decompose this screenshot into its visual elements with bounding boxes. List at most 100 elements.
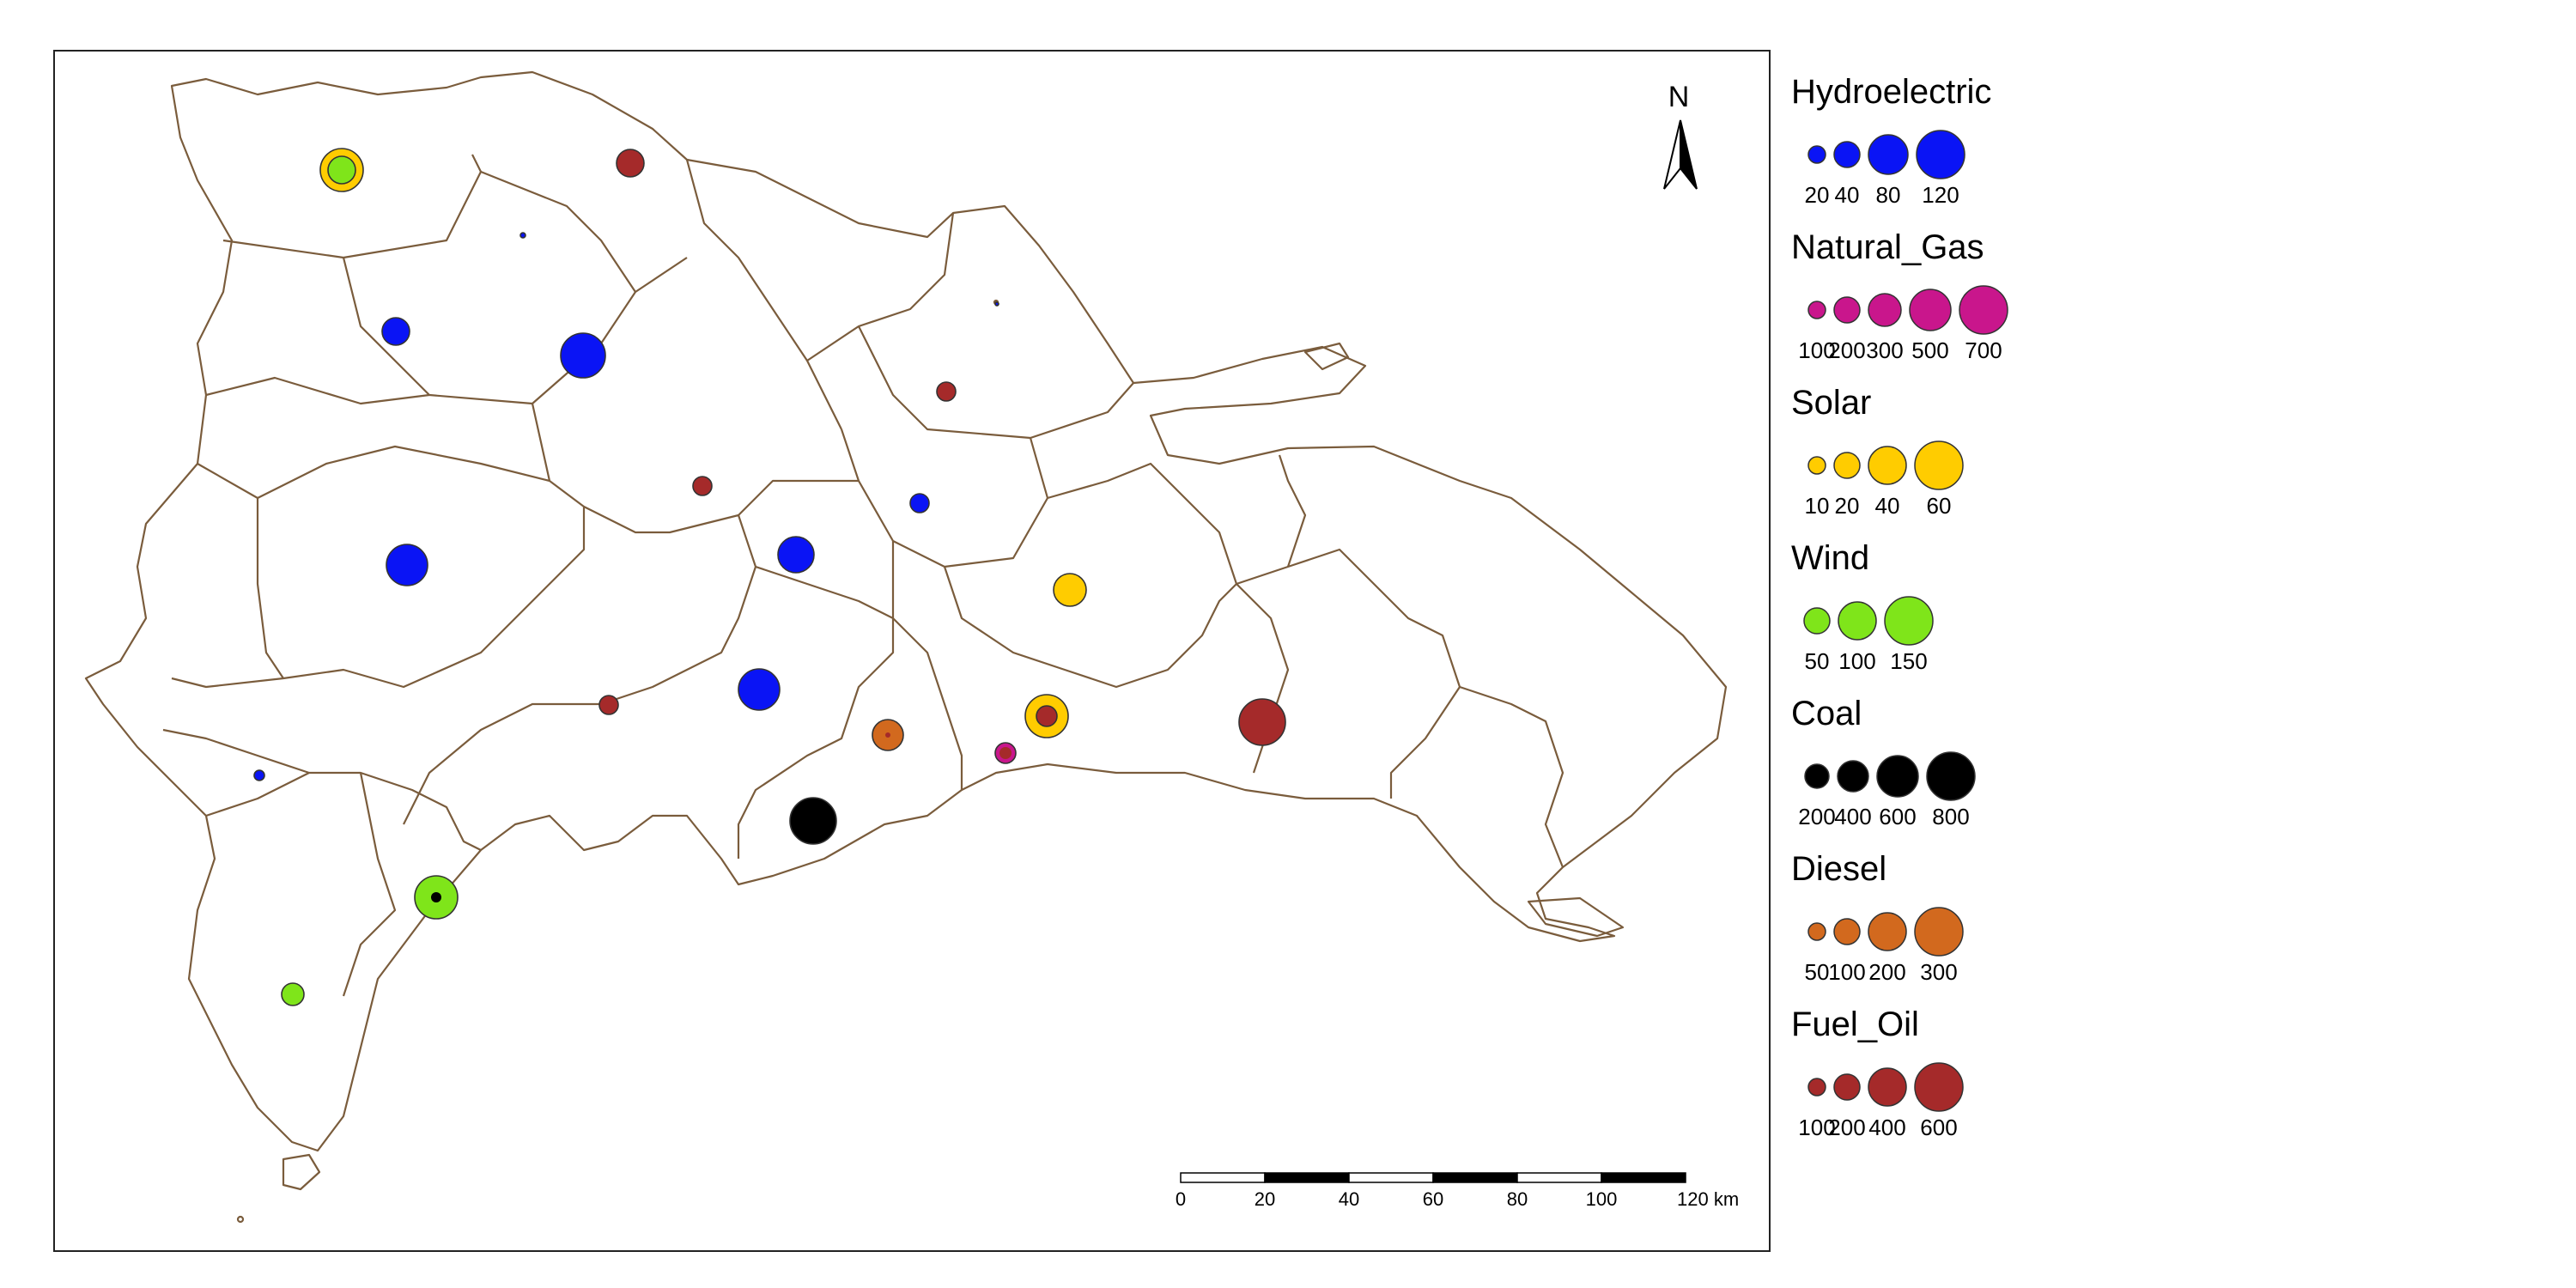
province-line	[685, 159, 842, 430]
legend-symbol	[1803, 607, 1831, 635]
legend-label: 150	[1890, 648, 1927, 674]
legend-symbol	[1833, 918, 1861, 945]
hydroelectric-plant-marker[interactable]	[519, 232, 526, 239]
legend-symbol	[1926, 751, 1976, 801]
legend-title-hydroelectric: Hydroelectric	[1791, 73, 1991, 111]
legend-label: 300	[1920, 959, 1957, 985]
fuel-oil-plant-marker[interactable]	[999, 747, 1012, 759]
legend-symbol	[1884, 596, 1934, 646]
legend-label: 400	[1868, 1115, 1905, 1140]
legend-label: 100	[1798, 337, 1835, 363]
legend-symbol	[1804, 763, 1830, 789]
province-line	[858, 325, 1134, 440]
fuel-oil-plant-marker[interactable]	[692, 476, 713, 496]
legend-symbol	[1838, 601, 1877, 641]
legend-symbol	[1868, 1067, 1907, 1107]
legend-title-diesel: Diesel	[1791, 850, 1886, 888]
legend-symbol	[1807, 922, 1826, 941]
power-plant-symbols	[253, 148, 1286, 1006]
legend-label: 800	[1932, 804, 1969, 829]
legend-label: 600	[1879, 804, 1916, 829]
hydroelectric-plant-marker[interactable]	[253, 769, 265, 781]
province-boundaries	[84, 70, 1728, 1224]
legend-label: 700	[1965, 337, 2002, 363]
hydroelectric-plant-marker[interactable]	[560, 332, 606, 379]
province-line	[806, 212, 955, 361]
island	[282, 1153, 321, 1191]
hydroelectric-plant-marker[interactable]	[386, 544, 428, 586]
coal-plant-marker[interactable]	[789, 797, 837, 845]
legend-label: 100	[1838, 648, 1875, 674]
province-line	[840, 428, 1049, 568]
province-line	[891, 541, 963, 790]
province-line	[1278, 454, 1307, 568]
scale-bar-label: 0	[1176, 1188, 1186, 1210]
legend-symbol	[1909, 289, 1952, 331]
hydroelectric-plant-marker[interactable]	[909, 493, 930, 513]
legend-symbol	[1916, 130, 1965, 179]
scale-bar-label: 40	[1339, 1188, 1359, 1210]
legend-label: 100	[1828, 959, 1865, 985]
fuel-oil-plant-marker[interactable]	[1238, 698, 1286, 746]
wind-plant-marker[interactable]	[281, 982, 305, 1006]
scale-bar-segment	[1516, 1172, 1602, 1183]
scale-bar-segment	[1432, 1172, 1518, 1183]
legend-symbol	[1914, 440, 1964, 490]
legend-symbol	[1807, 301, 1826, 319]
legend-symbol	[1868, 912, 1907, 951]
fuel-oil-plant-marker[interactable]	[598, 695, 619, 715]
hydroelectric-plant-marker[interactable]	[994, 301, 999, 307]
hydroelectric-plant-marker[interactable]	[738, 668, 781, 711]
legend-label: 50	[1805, 959, 1830, 985]
fuel-oil-plant-marker[interactable]	[616, 149, 645, 178]
legend-title-natural-gas: Natural_Gas	[1791, 228, 1984, 266]
province-line	[205, 771, 482, 851]
scale-bar-segment	[1601, 1172, 1686, 1183]
province-line	[480, 170, 636, 293]
scale-bar-label: 100	[1586, 1188, 1618, 1210]
legend-label: 40	[1875, 493, 1900, 519]
scale-bar-segment	[1180, 1172, 1266, 1183]
solar-plant-marker[interactable]	[1053, 573, 1087, 607]
north-arrow-icon: N	[1663, 81, 1698, 190]
province-line	[222, 154, 483, 259]
scale-bar: 0 20 40 60 80 100 120 km	[1176, 1172, 1739, 1210]
fuel-oil-plant-marker[interactable]	[936, 381, 957, 402]
legend-symbol	[1807, 145, 1826, 164]
legend-symbol	[1876, 755, 1919, 798]
legend-symbol	[1833, 296, 1861, 324]
fuel-oil-plant-marker[interactable]	[1036, 705, 1058, 727]
legend-title-solar: Solar	[1791, 384, 1871, 422]
legend-label: 200	[1868, 959, 1905, 985]
country-outline	[84, 70, 1728, 1152]
province-line	[1047, 462, 1290, 774]
hydroelectric-plant-marker[interactable]	[777, 536, 815, 574]
legend-symbol	[1833, 141, 1861, 168]
scale-bar-segment	[1348, 1172, 1434, 1183]
legend-symbol	[1837, 760, 1869, 793]
legend-label: 10	[1805, 493, 1830, 519]
legend-symbol	[1833, 452, 1861, 479]
legend-label: 20	[1805, 182, 1830, 208]
legend-label: 40	[1835, 182, 1860, 208]
legend-title-coal: Coal	[1791, 695, 1862, 732]
legend-symbol	[1807, 1078, 1826, 1097]
legend-label: 80	[1876, 182, 1901, 208]
province-line	[1236, 548, 1461, 799]
province-line	[737, 565, 895, 859]
island	[1527, 896, 1625, 938]
legend-symbol	[1914, 907, 1964, 957]
province-line	[162, 728, 310, 775]
coal-plant-marker[interactable]	[431, 892, 441, 902]
scale-bar-label: 120 km	[1677, 1188, 1739, 1210]
hydroelectric-plant-marker[interactable]	[381, 317, 410, 346]
province-line	[197, 463, 284, 679]
fuel-oil-plant-marker[interactable]	[885, 732, 890, 738]
map-frame	[53, 50, 1771, 1252]
legend-label: 50	[1805, 648, 1830, 674]
legend-label: 500	[1911, 337, 1948, 363]
legend-symbol	[1833, 1073, 1861, 1101]
wind-plant-marker[interactable]	[327, 155, 356, 185]
